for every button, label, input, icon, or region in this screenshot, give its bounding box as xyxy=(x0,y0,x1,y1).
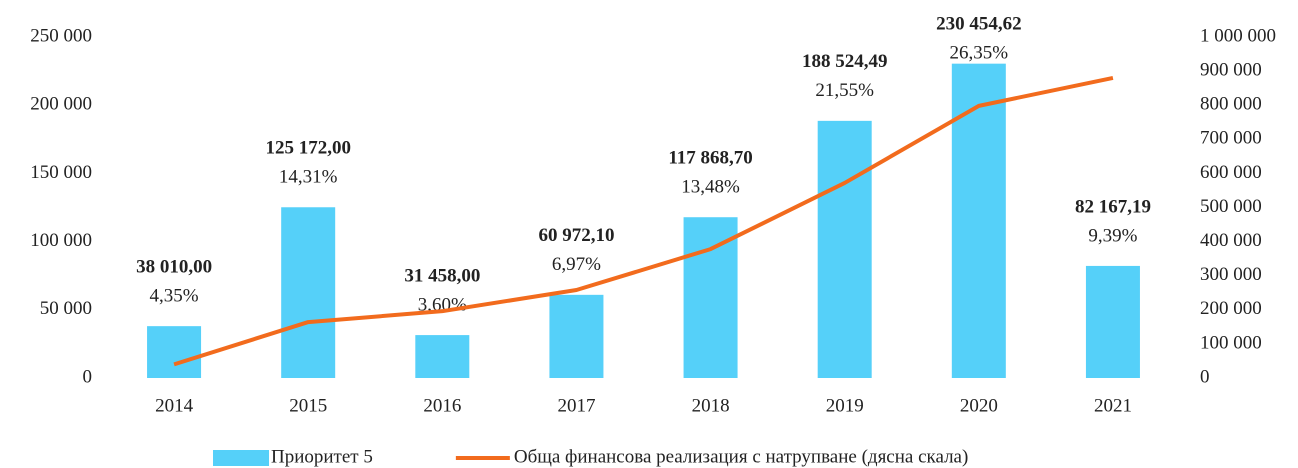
percent-label: 14,31% xyxy=(279,167,338,188)
value-label: 38 010,00 xyxy=(136,257,212,278)
bar xyxy=(415,335,470,378)
x-tick-label: 2014 xyxy=(155,395,194,416)
y2-tick-label: 300 000 xyxy=(1200,264,1262,285)
y2-tick-label: 100 000 xyxy=(1200,332,1262,353)
percent-label: 26,35% xyxy=(950,42,1009,63)
x-tick-label: 2017 xyxy=(557,395,595,416)
x-tick-label: 2019 xyxy=(826,395,864,416)
y2-tick-label: 0 xyxy=(1200,366,1210,387)
percent-label: 9,39% xyxy=(1088,225,1137,246)
value-label: 125 172,00 xyxy=(265,138,351,159)
bar xyxy=(549,294,604,378)
percent-label: 21,55% xyxy=(815,80,874,101)
y2-tick-label: 1 000 000 xyxy=(1200,25,1276,46)
percent-label: 6,97% xyxy=(552,254,601,275)
value-label: 117 868,70 xyxy=(668,148,752,169)
legend-label: Обща финансова реализация с натрупване (… xyxy=(514,446,968,467)
y2-tick-label: 900 000 xyxy=(1200,59,1262,80)
x-tick-label: 2018 xyxy=(692,395,730,416)
y-tick-label: 150 000 xyxy=(30,162,92,183)
x-tick-label: 2016 xyxy=(423,395,461,416)
legend-label: Приоритет 5 xyxy=(271,446,373,467)
bar xyxy=(817,120,872,378)
bar xyxy=(281,207,336,378)
value-label: 230 454,62 xyxy=(936,13,1022,34)
y2-tick-label: 700 000 xyxy=(1200,128,1262,149)
y2-tick-label: 200 000 xyxy=(1200,298,1262,319)
x-tick-label: 2015 xyxy=(289,395,327,416)
y2-tick-label: 400 000 xyxy=(1200,230,1262,251)
y-tick-label: 200 000 xyxy=(30,94,92,115)
y2-tick-label: 600 000 xyxy=(1200,162,1262,183)
value-label: 82 167,19 xyxy=(1075,196,1151,217)
y-tick-label: 50 000 xyxy=(40,298,92,319)
percent-label: 4,35% xyxy=(150,286,199,307)
x-tick-label: 2020 xyxy=(960,395,998,416)
x-tick-label: 2021 xyxy=(1094,395,1132,416)
percent-label: 13,48% xyxy=(681,177,740,198)
y2-tick-label: 500 000 xyxy=(1200,196,1262,217)
bar xyxy=(683,217,738,378)
value-label: 31 458,00 xyxy=(404,265,480,286)
bar xyxy=(1085,265,1140,378)
value-label: 60 972,10 xyxy=(538,225,614,246)
y2-tick-label: 800 000 xyxy=(1200,94,1262,115)
y-tick-label: 100 000 xyxy=(30,230,92,251)
y-tick-label: 0 xyxy=(83,366,93,387)
legend-swatch xyxy=(213,450,269,466)
bar xyxy=(147,326,202,378)
value-label: 188 524,49 xyxy=(802,51,888,72)
line xyxy=(173,75,1114,367)
bar xyxy=(951,63,1006,378)
y-tick-label: 250 000 xyxy=(30,25,92,46)
